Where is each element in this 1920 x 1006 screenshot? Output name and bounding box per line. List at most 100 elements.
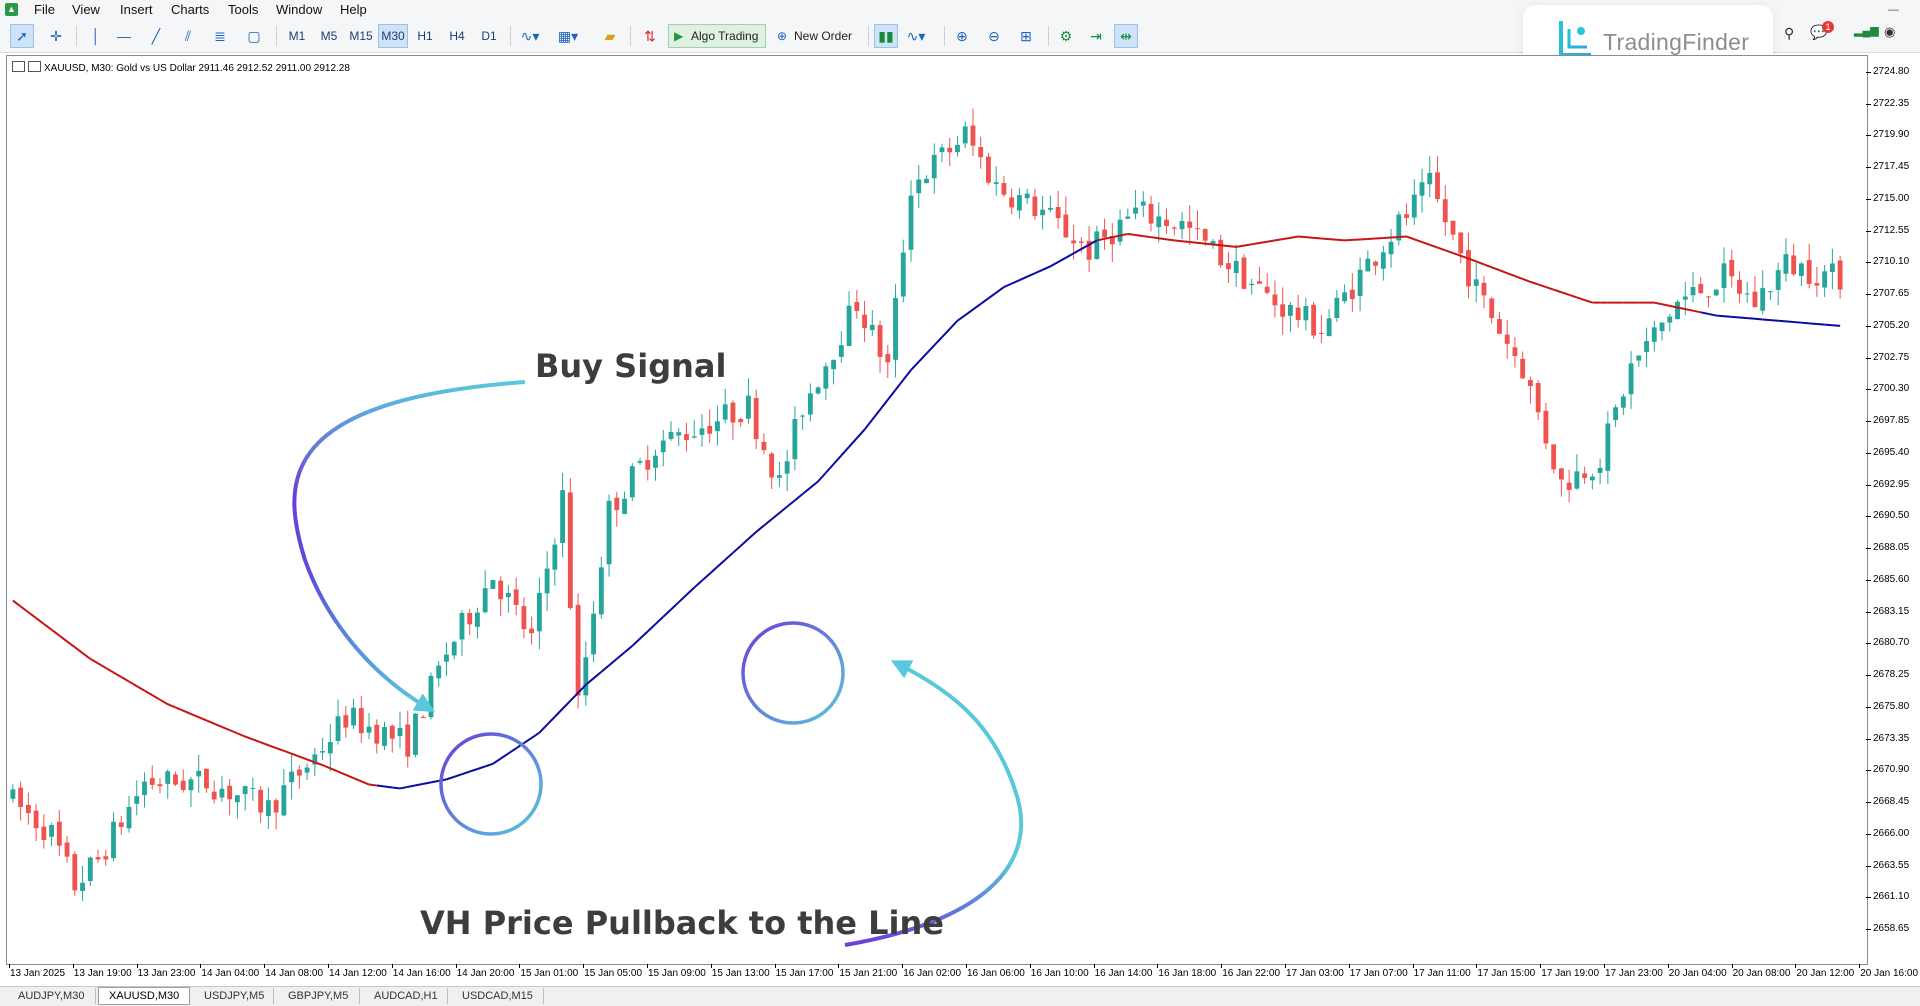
time-tick-label: 17 Jan 23:00 (1605, 968, 1663, 979)
moving-average-segment (1252, 243, 1260, 244)
tab-usdcad[interactable]: USDCAD,M15 (452, 988, 544, 1004)
tab-gbpjpy[interactable]: GBPJPY,M5 (278, 988, 360, 1004)
candle-body (854, 302, 859, 311)
price-tick-label: 2670.90 (1873, 764, 1909, 775)
moving-average-segment (609, 659, 617, 665)
candle-body (1334, 298, 1339, 318)
candle-body (1458, 233, 1463, 254)
time-tick-label: 15 Jan 01:00 (520, 968, 578, 979)
candle (103, 850, 108, 866)
moving-average-segment (1523, 279, 1531, 282)
candle (599, 557, 604, 619)
candle-body (940, 147, 945, 152)
candle-body (529, 629, 534, 634)
moving-average-segment (284, 751, 292, 754)
candle (88, 856, 93, 885)
moving-average-segment (462, 772, 470, 775)
moving-average-segment (594, 672, 602, 678)
price-tick (1866, 929, 1871, 930)
price-tick (1866, 770, 1871, 771)
moving-average-segment (1561, 292, 1569, 295)
moving-average-segment (268, 745, 276, 748)
candle-body (258, 790, 263, 813)
candle (1691, 272, 1696, 302)
candle-body (901, 253, 906, 297)
candle (483, 570, 488, 613)
tab-xauusd[interactable]: XAUUSD,M30 (98, 987, 190, 1005)
candle (1706, 296, 1711, 307)
time-tick-label: 17 Jan 15:00 (1477, 968, 1535, 979)
candle (1644, 328, 1649, 367)
candle (367, 713, 372, 739)
price-tick (1866, 675, 1871, 676)
candle-body (1125, 216, 1130, 218)
candle-body (173, 774, 178, 784)
candle (80, 866, 85, 901)
moving-average-segment (1755, 319, 1763, 320)
candle-body (1373, 262, 1378, 266)
candle (243, 786, 248, 811)
price-tick-label: 2697.85 (1873, 415, 1909, 426)
candle (1094, 226, 1099, 260)
moving-average-segment (98, 663, 106, 668)
time-tick-label: 17 Jan 07:00 (1350, 968, 1408, 979)
candle-body (1505, 335, 1510, 344)
price-tick (1866, 866, 1871, 867)
candle-body (847, 306, 852, 346)
moving-average-segment (810, 481, 818, 487)
candle (1505, 320, 1510, 359)
candle (568, 478, 573, 610)
moving-average-segment (942, 329, 950, 337)
candle (1180, 212, 1185, 239)
candle-body (336, 716, 341, 741)
candle-body (1141, 202, 1146, 206)
moving-average-segment (779, 507, 787, 513)
candle-body (932, 155, 937, 178)
candle (134, 780, 139, 815)
candle-body (1048, 208, 1053, 210)
candle-body (421, 717, 426, 718)
candle (1520, 352, 1525, 380)
candle (909, 180, 914, 261)
chart-header: XAUUSD, M30: Gold vs US Dollar 2911.46 2… (12, 61, 350, 74)
candle (181, 769, 186, 792)
candle-body (1729, 260, 1734, 277)
moving-average-segment (934, 337, 942, 345)
candle-body (1056, 207, 1061, 218)
moving-average-segment (493, 759, 501, 764)
tab-audcad[interactable]: AUDCAD,H1 (364, 988, 448, 1004)
price-tick (1866, 548, 1871, 549)
moving-average-segment (694, 581, 702, 588)
candle-body (638, 461, 643, 463)
candle-body (591, 614, 596, 655)
moving-average-segment (1739, 318, 1747, 319)
candle (1768, 291, 1773, 300)
candle-body (1365, 259, 1370, 272)
candle-body (1675, 302, 1680, 319)
moving-average-segment (106, 668, 114, 673)
candle (614, 492, 619, 527)
moving-average-segment (795, 494, 803, 500)
moving-average-segment (656, 617, 664, 624)
buy-signal-circle (441, 734, 541, 834)
candle (1582, 467, 1587, 484)
candle-body (72, 854, 77, 890)
candle-body (103, 856, 108, 859)
time-tick-label: 13 Jan 2025 (10, 968, 65, 979)
candle (785, 450, 790, 491)
tab-audjpy[interactable]: AUDJPY,M30 (8, 988, 96, 1004)
moving-average-segment (1809, 323, 1817, 324)
candle (661, 430, 666, 466)
tab-usdjpy[interactable]: USDJPY,M5 (194, 988, 274, 1004)
moving-average-segment (214, 724, 222, 727)
moving-average-segment (292, 754, 300, 757)
candle (111, 812, 116, 861)
candle-body (1427, 173, 1432, 184)
candle (684, 423, 689, 452)
moving-average-segment (1569, 295, 1577, 298)
candle-body (1513, 347, 1518, 356)
candle-body (1466, 250, 1471, 286)
candle (452, 641, 457, 660)
candle (305, 763, 310, 780)
price-tick (1866, 485, 1871, 486)
